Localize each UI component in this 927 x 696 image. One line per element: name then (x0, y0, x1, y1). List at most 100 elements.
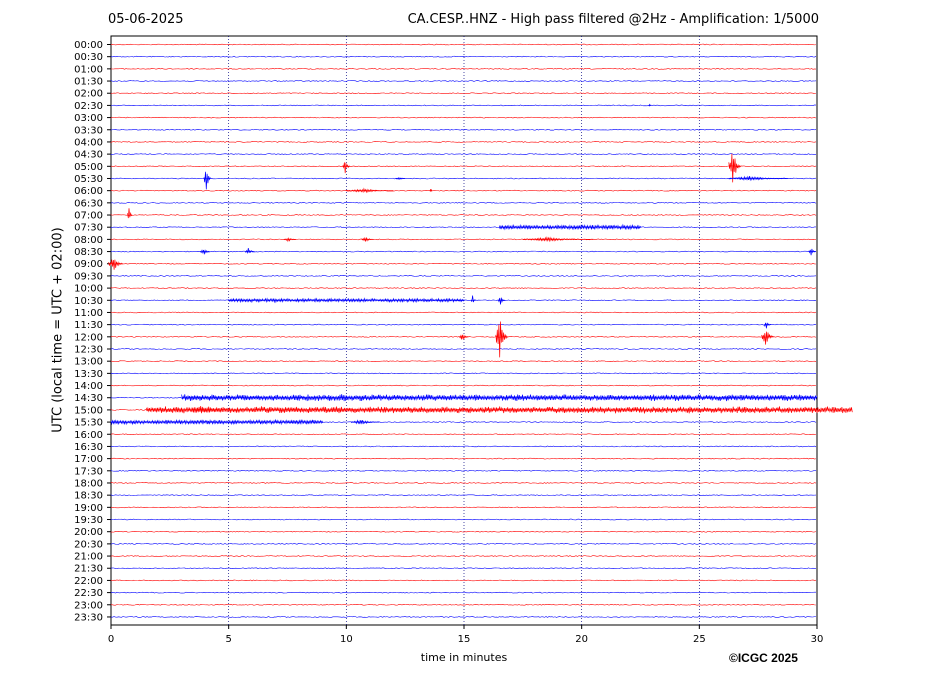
event-15:00-16.5 (145, 406, 853, 414)
trace-21:30 (110, 567, 817, 570)
trace-10:00 (110, 287, 817, 289)
y-tick-label: 01:00 (74, 64, 103, 75)
x-tick-label: 15 (458, 634, 471, 645)
event-15:30-4.5 (110, 418, 324, 426)
event-07:00-0.8 (127, 208, 133, 219)
event-06:00-11 (346, 187, 394, 194)
x-tick-label: 30 (811, 634, 824, 645)
event-10:30-10 (228, 297, 465, 304)
y-tick-label: 22:00 (74, 576, 103, 587)
chart-title: CA.CESP..HNZ - High pass filtered @2Hz -… (407, 12, 819, 27)
y-tick-label: 12:30 (74, 345, 103, 356)
event-07:30-19.5 (498, 223, 641, 231)
y-tick-label: 14:30 (74, 393, 103, 404)
y-tick-label: 00:00 (74, 40, 103, 51)
y-tick-label: 04:30 (74, 150, 103, 161)
y-tick-label: 03:00 (74, 113, 103, 124)
y-tick-label: 08:30 (74, 247, 103, 258)
y-tick-label: 08:00 (74, 235, 103, 246)
event-08:00-7.6 (283, 237, 296, 243)
y-tick-label: 06:00 (74, 186, 103, 197)
y-tick-label: 09:00 (74, 259, 103, 270)
y-tick-label: 07:00 (74, 211, 103, 222)
trace-20:00 (110, 530, 817, 533)
event-08:30-5.9 (244, 248, 255, 255)
event-06:00-13.6 (429, 188, 433, 192)
y-tick-label: 00:30 (74, 52, 103, 63)
trace-19:30 (110, 518, 817, 521)
y-tick-label: 16:00 (74, 430, 103, 441)
y-tick-label: 18:30 (74, 491, 103, 502)
event-08:30-4 (200, 249, 210, 255)
trace-03:30 (110, 128, 817, 131)
trace-05:30 (110, 177, 817, 180)
trace-01:30 (110, 80, 817, 82)
trace-02:30 (110, 104, 817, 107)
trace-11:30 (110, 323, 817, 326)
trace-07:00 (110, 214, 817, 216)
trace-08:30 (110, 250, 817, 253)
y-tick-label: 16:30 (74, 442, 103, 453)
trace-12:30 (110, 348, 817, 350)
y-tick-label: 17:30 (74, 466, 103, 477)
y-tick-label: 09:30 (74, 271, 103, 282)
y-tick-label: 21:30 (74, 564, 103, 575)
trace-13:00 (110, 360, 817, 362)
trace-04:30 (110, 153, 817, 155)
trace-06:30 (110, 202, 817, 204)
event-09:00-0.2 (108, 259, 124, 270)
trace-23:30 (110, 616, 817, 618)
event-10:30-15.4 (470, 295, 476, 303)
date-label: 05-06-2025 (108, 12, 184, 27)
event-12:00-16.6 (495, 321, 508, 358)
event-05:30-4.1 (203, 171, 212, 190)
y-tick-label: 02:30 (74, 101, 103, 112)
x-tick-label: 10 (340, 634, 353, 645)
y-tick-label: 02:00 (74, 89, 103, 100)
trace-00:30 (110, 55, 817, 58)
y-tick-label: 03:30 (74, 125, 103, 136)
y-tick-label: 14:00 (74, 381, 103, 392)
trace-09:00 (110, 262, 817, 265)
y-tick-label: 01:30 (74, 77, 103, 88)
y-tick-label: 17:00 (74, 454, 103, 465)
event-05:30-27.5 (728, 175, 788, 182)
y-tick-label: 12:00 (74, 332, 103, 343)
event-12:00-15 (459, 334, 469, 340)
y-tick-label: 13:00 (74, 357, 103, 368)
y-tick-label: 10:30 (74, 296, 103, 307)
trace-00:00 (110, 43, 817, 46)
y-axis-label: UTC (local time = UTC + 02:00) (50, 227, 66, 433)
trace-07:30 (110, 226, 817, 228)
trace-14:00 (110, 384, 817, 387)
trace-21:00 (110, 555, 817, 557)
y-tick-label: 15:30 (74, 418, 103, 429)
trace-04:00 (110, 141, 817, 143)
y-tick-label: 11:30 (74, 320, 103, 331)
trace-22:30 (110, 591, 817, 594)
y-tick-label: 05:00 (74, 162, 103, 173)
event-02:30-22.9 (648, 103, 652, 107)
trace-19:00 (110, 506, 817, 509)
y-tick-label: 18:00 (74, 478, 103, 489)
trace-03:00 (110, 116, 817, 119)
trace-02:00 (110, 92, 817, 95)
y-tick-label: 15:00 (74, 405, 103, 416)
y-tick-label: 22:30 (74, 588, 103, 599)
y-tick-label: 20:00 (74, 527, 103, 538)
copyright-label: ©ICGC 2025 (729, 651, 798, 665)
y-tick-label: 19:30 (74, 515, 103, 526)
event-14:30-16.5 (181, 394, 818, 402)
trace-18:30 (110, 494, 817, 496)
event-05:00-10 (342, 162, 351, 174)
y-tick-label: 11:00 (74, 308, 103, 319)
trace-06:00 (110, 189, 817, 192)
trace-08:00 (110, 238, 817, 241)
y-tick-label: 06:30 (74, 198, 103, 209)
y-tick-label: 04:00 (74, 137, 103, 148)
y-tick-label: 23:00 (74, 600, 103, 611)
y-tick-label: 13:30 (74, 369, 103, 380)
event-15:00-4 (190, 406, 220, 414)
trace-17:30 (110, 470, 817, 472)
